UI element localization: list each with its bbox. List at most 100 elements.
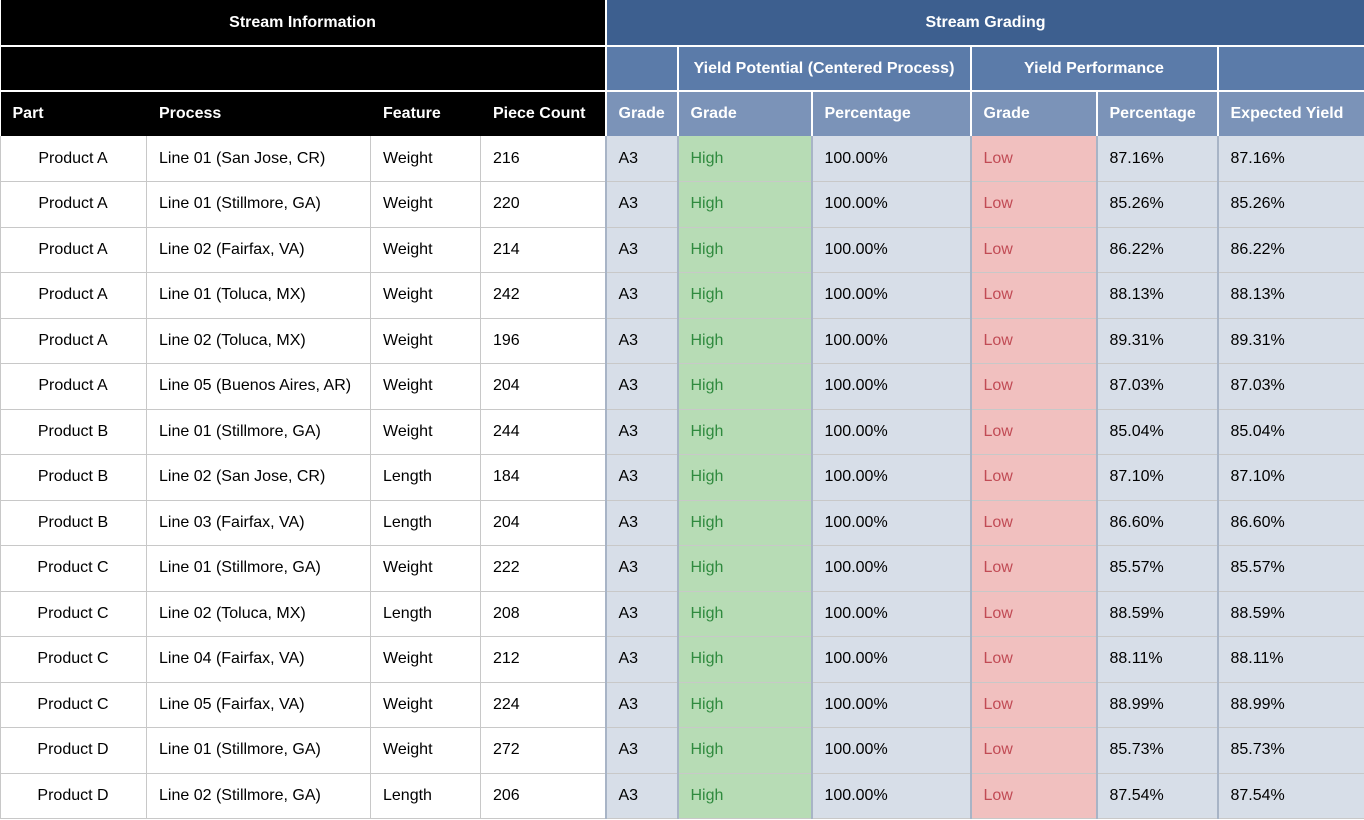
table-row[interactable]: Product D Line 01 (Stillmore, GA) Weight 27… — [0, 727, 1364, 774]
cell-performance-percentage: 88.59% — [1096, 591, 1219, 637]
cell-expected-yield: 87.54% — [1217, 773, 1364, 819]
cell-process: Line 02 (Toluca, MX) — [146, 318, 371, 364]
cell-performance-grade: Low — [970, 363, 1098, 410]
cell-part: Product D — [0, 773, 147, 819]
table-row[interactable]: Product A Line 01 (Toluca, MX) Weight 242 A3… — [0, 272, 1364, 319]
cell-feature: Weight — [370, 272, 481, 319]
cell-potential-grade: High — [677, 409, 813, 455]
table-row[interactable]: Product B Line 02 (San Jose, CR) Length 184… — [0, 454, 1364, 501]
cell-potential-percentage: 100.00% — [811, 727, 972, 774]
column-header-expected-yield[interactable]: Expected Yield — [1216, 91, 1364, 136]
cell-grade: A3 — [604, 591, 679, 637]
cell-grade: A3 — [604, 682, 679, 728]
table-row[interactable]: Product A Line 05 (Buenos Aires, AR) Weigh… — [0, 363, 1364, 410]
cell-performance-grade: Low — [970, 500, 1098, 546]
cell-piece-count: 272 — [480, 727, 606, 774]
cell-grade: A3 — [604, 500, 679, 546]
header-yield-performance: Yield Performance — [969, 46, 1218, 92]
cell-process: Line 04 (Fairfax, VA) — [146, 636, 371, 683]
cell-performance-grade: Low — [970, 636, 1098, 683]
cell-grade: A3 — [604, 545, 679, 592]
cell-process: Line 02 (Stillmore, GA) — [146, 773, 371, 819]
table-row[interactable]: Product D Line 02 (Stillmore, GA) Length 20… — [0, 773, 1364, 819]
table-row[interactable]: Product C Line 04 (Fairfax, VA) Weight 212 A… — [0, 636, 1364, 683]
cell-potential-grade: High — [677, 591, 813, 637]
cell-piece-count: 242 — [480, 272, 606, 319]
table-row[interactable]: Product A Line 01 (Stillmore, GA) Weight 22… — [0, 181, 1364, 228]
cell-feature: Length — [370, 591, 481, 637]
cell-part: Product B — [0, 500, 147, 546]
cell-performance-percentage: 86.22% — [1096, 227, 1219, 273]
cell-potential-percentage: 100.00% — [811, 272, 972, 319]
cell-process: Line 01 (Stillmore, GA) — [146, 181, 371, 228]
cell-piece-count: 222 — [480, 545, 606, 592]
cell-potential-grade: High — [677, 318, 813, 364]
cell-process: Line 02 (Toluca, MX) — [146, 591, 371, 637]
column-header-grade[interactable]: Grade — [604, 91, 678, 136]
cell-potential-grade: High — [677, 636, 813, 683]
cell-grade: A3 — [604, 318, 679, 364]
cell-expected-yield: 85.04% — [1217, 409, 1364, 455]
header-blank-grade — [604, 46, 678, 92]
header-stream-grading: Stream Grading — [604, 0, 1364, 47]
column-header-part[interactable]: Part — [0, 91, 147, 136]
cell-performance-grade: Low — [970, 773, 1098, 819]
cell-feature: Weight — [370, 181, 481, 228]
cell-potential-grade: High — [677, 227, 813, 273]
cell-expected-yield: 89.31% — [1217, 318, 1364, 364]
cell-piece-count: 220 — [480, 181, 606, 228]
column-header-feature[interactable]: Feature — [370, 91, 481, 136]
cell-performance-grade: Low — [970, 727, 1098, 774]
cell-performance-percentage: 87.03% — [1096, 363, 1219, 410]
cell-performance-percentage: 87.16% — [1096, 136, 1219, 182]
cell-potential-percentage: 100.00% — [811, 591, 972, 637]
cell-piece-count: 216 — [480, 136, 606, 182]
cell-expected-yield: 88.13% — [1217, 272, 1364, 319]
cell-potential-grade: High — [677, 545, 813, 592]
column-header-potential-percentage[interactable]: Percentage — [810, 91, 971, 136]
cell-grade: A3 — [604, 272, 679, 319]
cell-performance-grade: Low — [970, 181, 1098, 228]
cell-process: Line 05 (Fairfax, VA) — [146, 682, 371, 728]
table-row[interactable]: Product A Line 02 (Fairfax, VA) Weight 214 A… — [0, 227, 1364, 273]
cell-potential-percentage: 100.00% — [811, 227, 972, 273]
cell-piece-count: 184 — [480, 454, 606, 501]
cell-expected-yield: 85.73% — [1217, 727, 1364, 774]
table-row[interactable]: Product B Line 01 (Stillmore, GA) Weight 24… — [0, 409, 1364, 455]
cell-potential-percentage: 100.00% — [811, 181, 972, 228]
cell-performance-grade: Low — [970, 682, 1098, 728]
cell-piece-count: 196 — [480, 318, 606, 364]
table-row[interactable]: Product C Line 01 (Stillmore, GA) Weight 22… — [0, 545, 1364, 592]
cell-potential-grade: High — [677, 454, 813, 501]
column-header-process[interactable]: Process — [146, 91, 371, 136]
cell-expected-yield: 87.16% — [1217, 136, 1364, 182]
table-body: Product A Line 01 (San Jose, CR) Weight 216… — [0, 136, 1364, 819]
table-row[interactable]: Product A Line 01 (San Jose, CR) Weight 216… — [0, 136, 1364, 182]
table-row[interactable]: Product C Line 02 (Toluca, MX) Length 208 A3… — [0, 591, 1364, 637]
cell-part: Product C — [0, 682, 147, 728]
cell-performance-percentage: 85.57% — [1096, 545, 1219, 592]
cell-part: Product A — [0, 136, 147, 182]
column-header-performance-grade[interactable]: Grade — [969, 91, 1097, 136]
cell-potential-grade: High — [677, 682, 813, 728]
table-row[interactable]: Product A Line 02 (Toluca, MX) Weight 196 A3… — [0, 318, 1364, 364]
cell-potential-grade: High — [677, 727, 813, 774]
cell-performance-grade: Low — [970, 136, 1098, 182]
cell-piece-count: 214 — [480, 227, 606, 273]
table-row[interactable]: Product B Line 03 (Fairfax, VA) Length 204 A… — [0, 500, 1364, 546]
column-header-piece-count[interactable]: Piece Count — [480, 91, 606, 136]
cell-potential-percentage: 100.00% — [811, 363, 972, 410]
cell-feature: Length — [370, 500, 481, 546]
cell-process: Line 01 (Stillmore, GA) — [146, 545, 371, 592]
cell-piece-count: 204 — [480, 500, 606, 546]
table-row[interactable]: Product C Line 05 (Fairfax, VA) Weight 224 A… — [0, 682, 1364, 728]
cell-potential-percentage: 100.00% — [811, 682, 972, 728]
header-row-subgroups: Yield Potential (Centered Process) Yield… — [0, 46, 1364, 92]
column-header-potential-grade[interactable]: Grade — [676, 91, 812, 136]
cell-piece-count: 206 — [480, 773, 606, 819]
cell-part: Product B — [0, 454, 147, 501]
cell-grade: A3 — [604, 454, 679, 501]
cell-potential-percentage: 100.00% — [811, 636, 972, 683]
cell-grade: A3 — [604, 136, 679, 182]
column-header-performance-percentage[interactable]: Percentage — [1095, 91, 1218, 136]
